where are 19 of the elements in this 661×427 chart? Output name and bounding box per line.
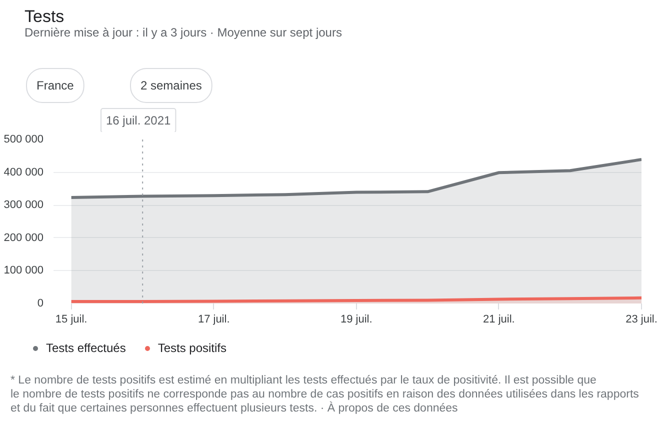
chart-subtitle: Dernière mise à jour : il y a 3 jours · Moyenne sur sept jours [24,26,342,40]
chart-title: Tests [24,7,64,26]
text: 2 semaines [140,78,202,92]
x-tick-label: 15 juil. [55,314,88,326]
x-tick-label: 19 juil. [340,314,372,326]
y-tick-label: 300 000 [4,199,44,212]
x-tick-label: 23 juil. [626,314,658,326]
text: France [36,78,74,92]
y-tick-label: 100 000 [4,264,44,277]
legend-label: Tests positifs [158,341,227,355]
x-tick-label: 17 juil. [198,314,230,326]
ref-line-label: 16 juil. 2021 [106,114,172,128]
y-tick-label: 400 000 [4,166,44,178]
text: * Le nombre de tests positifs est estimé en multipliant les tests effectués par le taux de positivité. Il est possible que le nombre de tests positifs ne corresponde pas au nombre de cas positifs en raison des données utilisées dans les rapports et du fait que certaines personnes effectuent plusieurs tests. · À propos de ces données [10,374,640,414]
legend-label: Tests effectués [46,341,126,355]
x-tick-label: 21 juil. [483,314,515,326]
y-tick-label: 200 000 [4,232,44,244]
y-tick-label: 500 000 [4,134,44,146]
y-tick-label: 0 [37,298,44,310]
